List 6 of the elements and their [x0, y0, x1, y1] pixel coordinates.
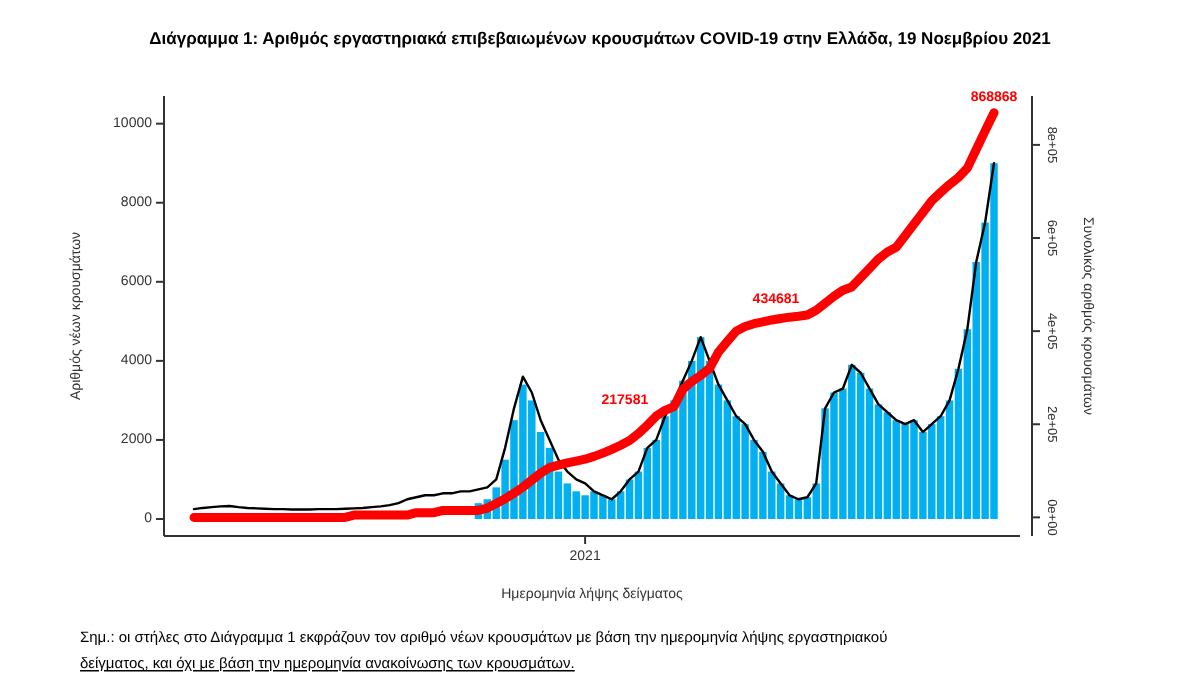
- chart-title: Διάγραμμα 1: Αριθμός εργαστηριακά επιβεβαιωμένων κρουσμάτων COVID-19 στην Ελλάδα, 19 Νοεμβρίου 2021: [149, 28, 1052, 48]
- bar: [883, 412, 892, 519]
- bar: [794, 499, 803, 519]
- line-series: [192, 162, 996, 511]
- bar: [856, 372, 865, 519]
- line-series: [189, 108, 999, 522]
